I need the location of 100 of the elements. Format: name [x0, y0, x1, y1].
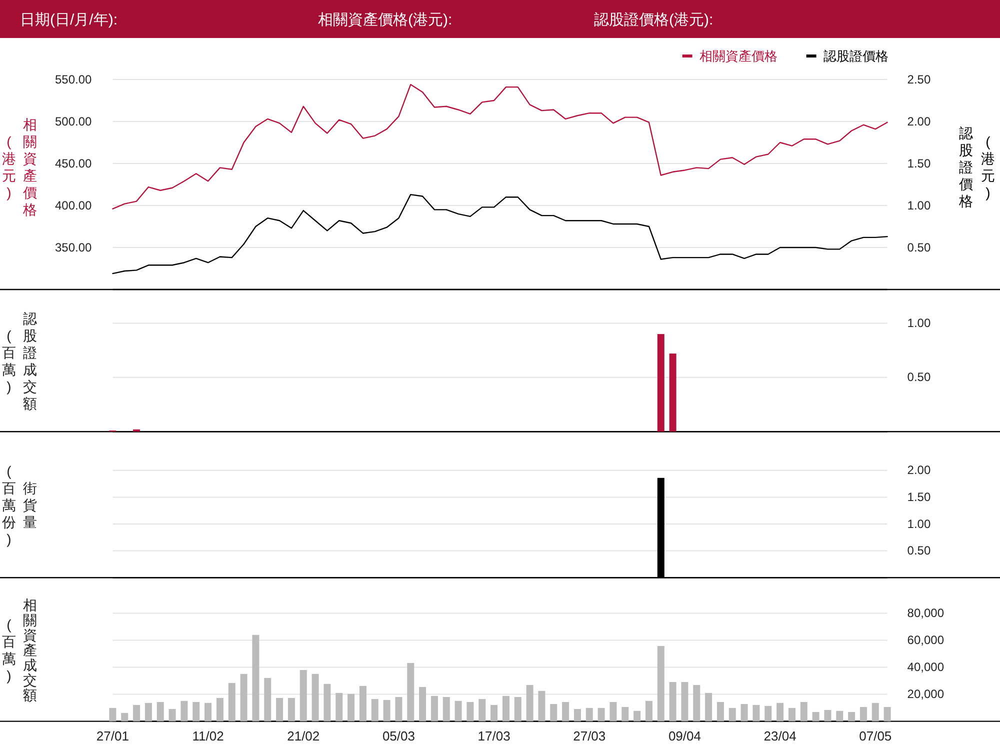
bar — [144, 702, 152, 722]
line-series — [112, 84, 888, 210]
bar — [884, 706, 891, 722]
y-tick-label: 0.50 — [907, 370, 931, 384]
legend-label: 認股證價格 — [823, 48, 888, 64]
x-tick-label: 21/02 — [287, 728, 320, 744]
bar — [348, 694, 355, 722]
bar — [156, 702, 164, 722]
bar — [669, 682, 676, 722]
bar — [514, 697, 522, 722]
bar — [764, 706, 772, 722]
bar — [454, 700, 462, 722]
x-tick-label: 27/01 — [96, 728, 129, 744]
text: 相關資產價格 (港元) — [2, 116, 37, 218]
x-tick-label: 17/03 — [478, 728, 510, 744]
bar — [645, 700, 652, 722]
bar — [740, 704, 748, 722]
bar — [371, 699, 378, 722]
bar — [133, 704, 140, 722]
y-tick-label: 60,000 — [907, 633, 944, 648]
x-tick-label: 11/02 — [192, 728, 224, 744]
bar — [693, 684, 700, 722]
x-tick-label: 07/05 — [859, 728, 892, 744]
y-tick-label: 1.00 — [907, 516, 931, 531]
bar — [669, 354, 676, 432]
bar — [430, 696, 438, 722]
text: 街貨量 (百萬份) — [2, 463, 37, 547]
y-tick-label: 40,000 — [907, 660, 944, 674]
bar — [634, 710, 641, 722]
bar — [598, 708, 605, 722]
bar — [502, 696, 510, 722]
bar — [312, 674, 319, 722]
bar — [622, 706, 629, 722]
bar — [824, 710, 832, 722]
bar — [168, 709, 176, 722]
bar — [192, 702, 200, 722]
text: 相關資產價格(港元): — [318, 12, 452, 28]
bar — [276, 698, 284, 722]
bar — [550, 704, 558, 722]
bar — [288, 698, 295, 722]
bar — [490, 704, 498, 722]
bar — [860, 706, 867, 722]
bar — [848, 712, 856, 722]
bar — [872, 702, 879, 722]
text: 認股證價格(港元): — [594, 12, 714, 28]
y-tick-label: 450.00 — [54, 156, 92, 170]
bar — [681, 682, 688, 722]
bar — [562, 702, 570, 722]
y-tick-label: 1.50 — [907, 490, 931, 504]
bar — [419, 687, 426, 722]
legend-label: 相關資產價格 — [699, 48, 778, 64]
y-tick-label: 80,000 — [907, 606, 944, 620]
bar — [300, 670, 307, 722]
bar — [716, 702, 724, 722]
y-tick-label: 500.00 — [54, 114, 92, 128]
x-tick-label: 09/04 — [668, 728, 701, 744]
bar — [752, 704, 760, 722]
bar — [336, 692, 343, 722]
text: 日期(日/月/年): — [20, 12, 118, 28]
bar — [180, 700, 188, 722]
y-tick-label: 550.00 — [54, 72, 92, 86]
bar — [359, 686, 366, 722]
line-series — [112, 194, 888, 274]
bar — [228, 682, 236, 722]
y-tick-label: 400.00 — [54, 198, 92, 212]
bar — [324, 684, 331, 722]
x-tick-label: 05/03 — [382, 728, 415, 744]
y-tick-label: 1.00 — [907, 316, 931, 330]
y-tick-label: 0.50 — [907, 544, 931, 558]
bar — [442, 697, 450, 722]
bar — [657, 646, 664, 722]
text: 認股證成交額 (百萬) — [2, 310, 37, 412]
x-tick-label: 23/04 — [764, 728, 796, 744]
bar — [657, 334, 664, 432]
bar — [133, 429, 140, 432]
bar — [574, 709, 581, 722]
bar — [264, 678, 272, 722]
y-tick-label: 2.00 — [907, 463, 931, 478]
bar — [252, 634, 260, 722]
bar — [586, 708, 593, 722]
bar — [216, 698, 224, 722]
bar — [800, 702, 808, 722]
y-tick-label: 350.00 — [54, 240, 92, 254]
bar — [788, 708, 796, 722]
y-tick-label: 20,000 — [907, 687, 944, 702]
bar — [610, 702, 617, 722]
bar — [478, 699, 486, 722]
bar — [538, 690, 546, 722]
bar — [466, 702, 474, 722]
bar — [240, 674, 248, 722]
bar — [728, 708, 736, 722]
y2-tick-label: 2.50 — [907, 72, 931, 86]
bar — [836, 710, 844, 722]
bar — [121, 712, 128, 722]
bar — [383, 700, 390, 722]
bar — [526, 684, 534, 722]
bar — [407, 662, 414, 722]
bar — [109, 708, 116, 722]
bar — [776, 702, 784, 722]
bar — [812, 712, 820, 722]
